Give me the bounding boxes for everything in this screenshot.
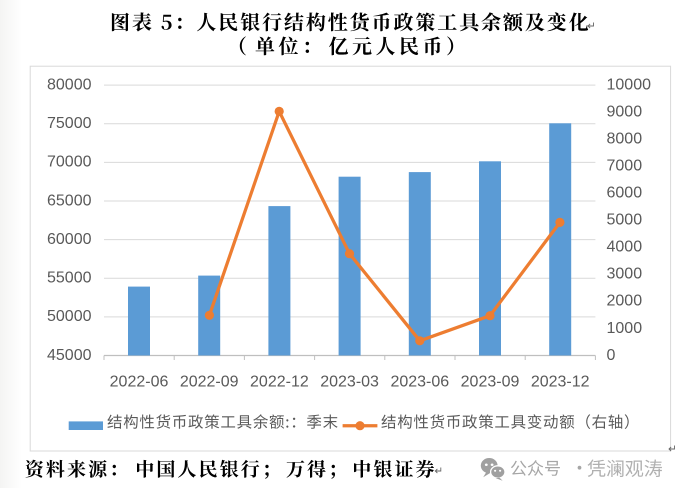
svg-text:5000: 5000 bbox=[607, 212, 643, 229]
svg-text:4000: 4000 bbox=[607, 239, 643, 256]
svg-text:70000: 70000 bbox=[47, 154, 92, 171]
svg-text:3000: 3000 bbox=[607, 266, 643, 283]
svg-text:60000: 60000 bbox=[47, 231, 92, 248]
svg-text:6000: 6000 bbox=[607, 185, 643, 202]
svg-text:7000: 7000 bbox=[607, 158, 643, 175]
svg-text:8000: 8000 bbox=[607, 131, 643, 148]
svg-text:2023-03: 2023-03 bbox=[320, 374, 379, 391]
svg-text:10000: 10000 bbox=[607, 76, 652, 93]
svg-text:45000: 45000 bbox=[47, 347, 92, 364]
svg-text:55000: 55000 bbox=[47, 270, 92, 287]
svg-text:0: 0 bbox=[607, 347, 616, 364]
svg-text:2000: 2000 bbox=[607, 293, 643, 310]
svg-text:50000: 50000 bbox=[47, 308, 92, 325]
svg-text:2022-06: 2022-06 bbox=[110, 374, 169, 391]
svg-text:2023-12: 2023-12 bbox=[531, 374, 590, 391]
svg-text:75000: 75000 bbox=[47, 115, 92, 132]
svg-text:80000: 80000 bbox=[47, 76, 92, 93]
svg-text:2022-12: 2022-12 bbox=[250, 374, 309, 391]
svg-text:9000: 9000 bbox=[607, 103, 643, 120]
svg-text:1000: 1000 bbox=[607, 320, 643, 337]
svg-text:2023-06: 2023-06 bbox=[390, 374, 449, 391]
svg-text:2023-09: 2023-09 bbox=[461, 374, 520, 391]
svg-text:65000: 65000 bbox=[47, 192, 92, 209]
svg-text:2022-09: 2022-09 bbox=[180, 374, 239, 391]
